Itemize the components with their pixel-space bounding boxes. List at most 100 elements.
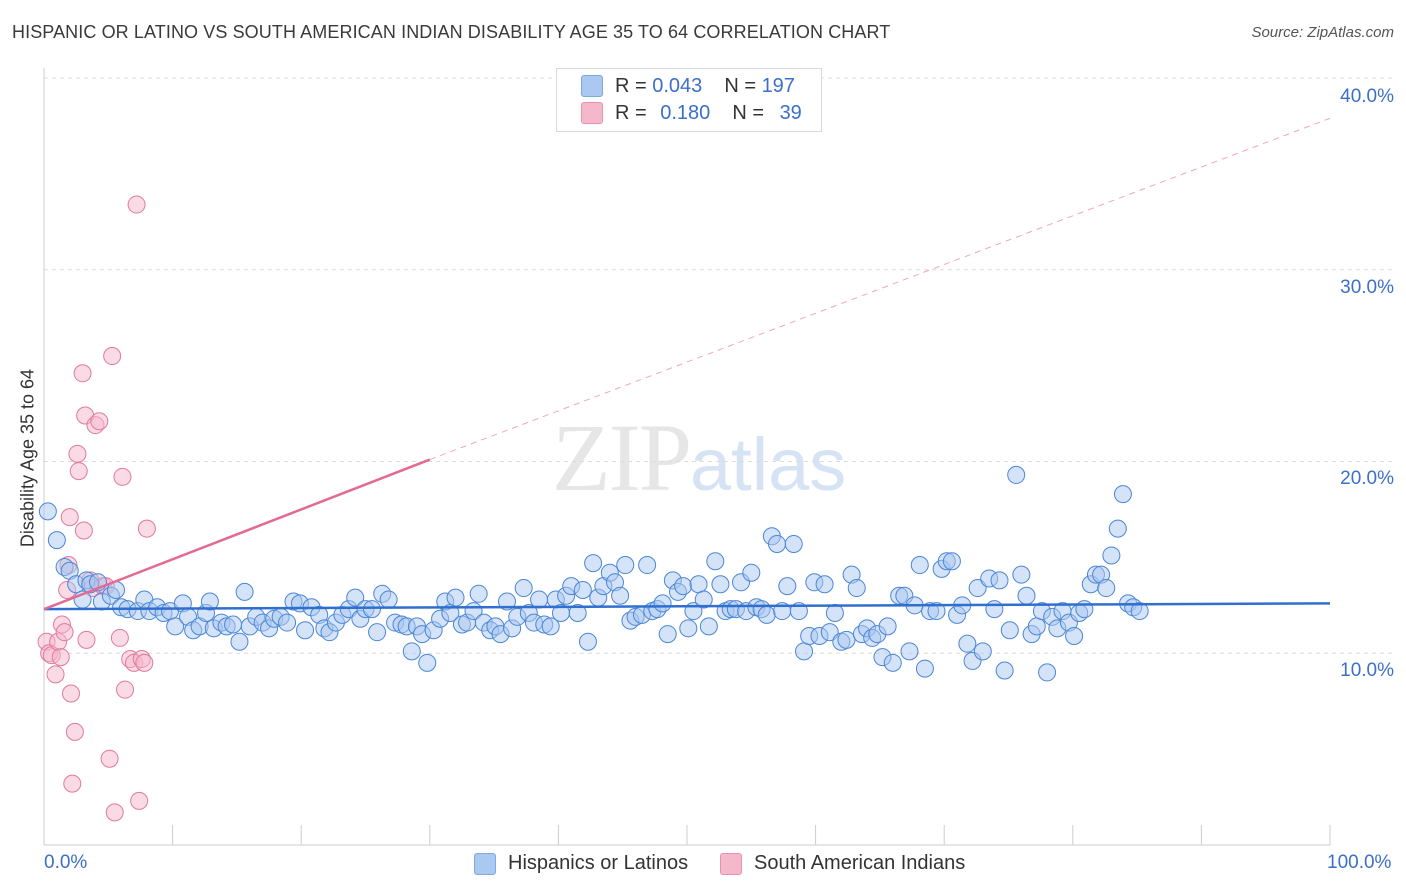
- data-point: [578, 632, 597, 651]
- y-tick-40: 40.0%: [1340, 86, 1394, 107]
- legend-n-value: 39: [779, 101, 802, 124]
- data-point: [910, 556, 929, 575]
- data-point: [379, 590, 398, 609]
- watermark: ZIPatlas: [552, 402, 846, 513]
- data-point: [497, 592, 516, 611]
- data-point: [778, 577, 797, 596]
- data-point: [63, 774, 82, 793]
- data-point: [103, 347, 122, 366]
- y-tick-20: 20.0%: [1340, 468, 1394, 489]
- data-point: [995, 661, 1014, 680]
- data-point: [368, 623, 387, 642]
- legend-swatch-blue: [581, 75, 603, 97]
- data-point: [653, 594, 672, 613]
- data-point: [166, 617, 185, 636]
- data-point: [1065, 626, 1084, 645]
- data-point: [1012, 565, 1031, 584]
- data-point: [1017, 586, 1036, 605]
- data-point: [1097, 579, 1116, 598]
- data-point: [69, 462, 88, 481]
- data-point: [514, 579, 533, 598]
- legend-swatch-blue: [474, 852, 496, 875]
- data-point: [878, 617, 897, 636]
- data-point: [795, 642, 814, 661]
- data-point: [60, 508, 79, 527]
- source-label: Source: ZipAtlas.com: [1251, 24, 1394, 41]
- data-point: [137, 519, 156, 538]
- data-point: [1000, 621, 1019, 640]
- data-point: [1075, 600, 1094, 619]
- trend-lines: [43, 117, 1331, 611]
- data-point: [616, 556, 635, 575]
- data-point: [90, 412, 109, 431]
- data-point: [757, 605, 776, 624]
- data-point: [689, 575, 708, 594]
- data-point: [1130, 602, 1149, 621]
- data-point: [942, 552, 961, 571]
- data-point: [694, 590, 713, 609]
- data-point: [278, 613, 297, 632]
- watermark-zip: ZIP: [552, 404, 692, 511]
- data-point: [541, 617, 560, 636]
- legend-label-hispanics: Hispanics or Latinos: [508, 852, 689, 874]
- data-point: [1113, 485, 1132, 504]
- data-point: [883, 653, 902, 672]
- y-tick-30: 30.0%: [1340, 277, 1394, 298]
- legend-item-south-american-indians: South American Indians: [720, 852, 965, 875]
- stats-legend: R = 0.043 N = 197 R = 0.180 N = 39: [556, 68, 822, 132]
- legend-n-label: N =: [724, 74, 756, 97]
- data-point: [706, 552, 725, 571]
- data-point: [699, 617, 718, 636]
- data-point: [573, 580, 592, 599]
- data-point: [74, 521, 93, 540]
- data-point: [116, 680, 135, 699]
- data-point: [130, 791, 149, 810]
- legend-row-hispanic: R = 0.043 N = 197: [581, 73, 795, 99]
- data-point: [127, 195, 146, 214]
- data-point: [469, 584, 488, 603]
- data-point: [1108, 519, 1127, 538]
- x-max-label: 100.0%: [1327, 852, 1392, 873]
- data-point: [68, 444, 87, 463]
- data-point: [742, 563, 761, 582]
- data-point: [62, 684, 81, 703]
- legend-item-hispanics: Hispanics or Latinos: [474, 852, 688, 875]
- axes: [43, 68, 1331, 846]
- data-point: [915, 659, 934, 678]
- chart-title: HISPANIC OR LATINO VS SOUTH AMERICAN IND…: [12, 22, 891, 42]
- data-point: [1102, 546, 1121, 565]
- legend-r-label: R =: [615, 74, 647, 97]
- watermark-atlas: atlas: [690, 423, 847, 506]
- legend-r-value: 0.180: [660, 101, 711, 124]
- data-point: [346, 588, 365, 607]
- data-point: [958, 634, 977, 653]
- legend-swatch-pink: [720, 852, 742, 875]
- data-point: [679, 619, 698, 638]
- legend-r-label: R =: [615, 101, 647, 124]
- data-point: [1027, 617, 1046, 636]
- data-point: [65, 722, 84, 741]
- data-point: [77, 630, 96, 649]
- legend-row-south-american: R = 0.180 N = 39: [581, 100, 802, 126]
- y-axis-title: Disability Age 35 to 64: [17, 368, 38, 548]
- data-point: [46, 665, 65, 684]
- data-point: [51, 648, 70, 667]
- data-point: [224, 615, 243, 634]
- data-point: [110, 628, 129, 647]
- data-point: [105, 803, 124, 822]
- legend-label-south-american-indians: South American Indians: [754, 852, 966, 874]
- legend-n-label: N =: [732, 101, 764, 124]
- data-point: [38, 502, 57, 521]
- data-point: [784, 534, 803, 553]
- data-point: [418, 653, 437, 672]
- data-point: [200, 592, 219, 611]
- data-point: [674, 577, 693, 596]
- data-point: [73, 364, 92, 383]
- data-point: [711, 575, 730, 594]
- data-point: [968, 579, 987, 598]
- series-hispanics-or-latinos: [38, 465, 1149, 682]
- data-point: [402, 642, 421, 661]
- data-point: [235, 582, 254, 601]
- data-point: [847, 579, 866, 598]
